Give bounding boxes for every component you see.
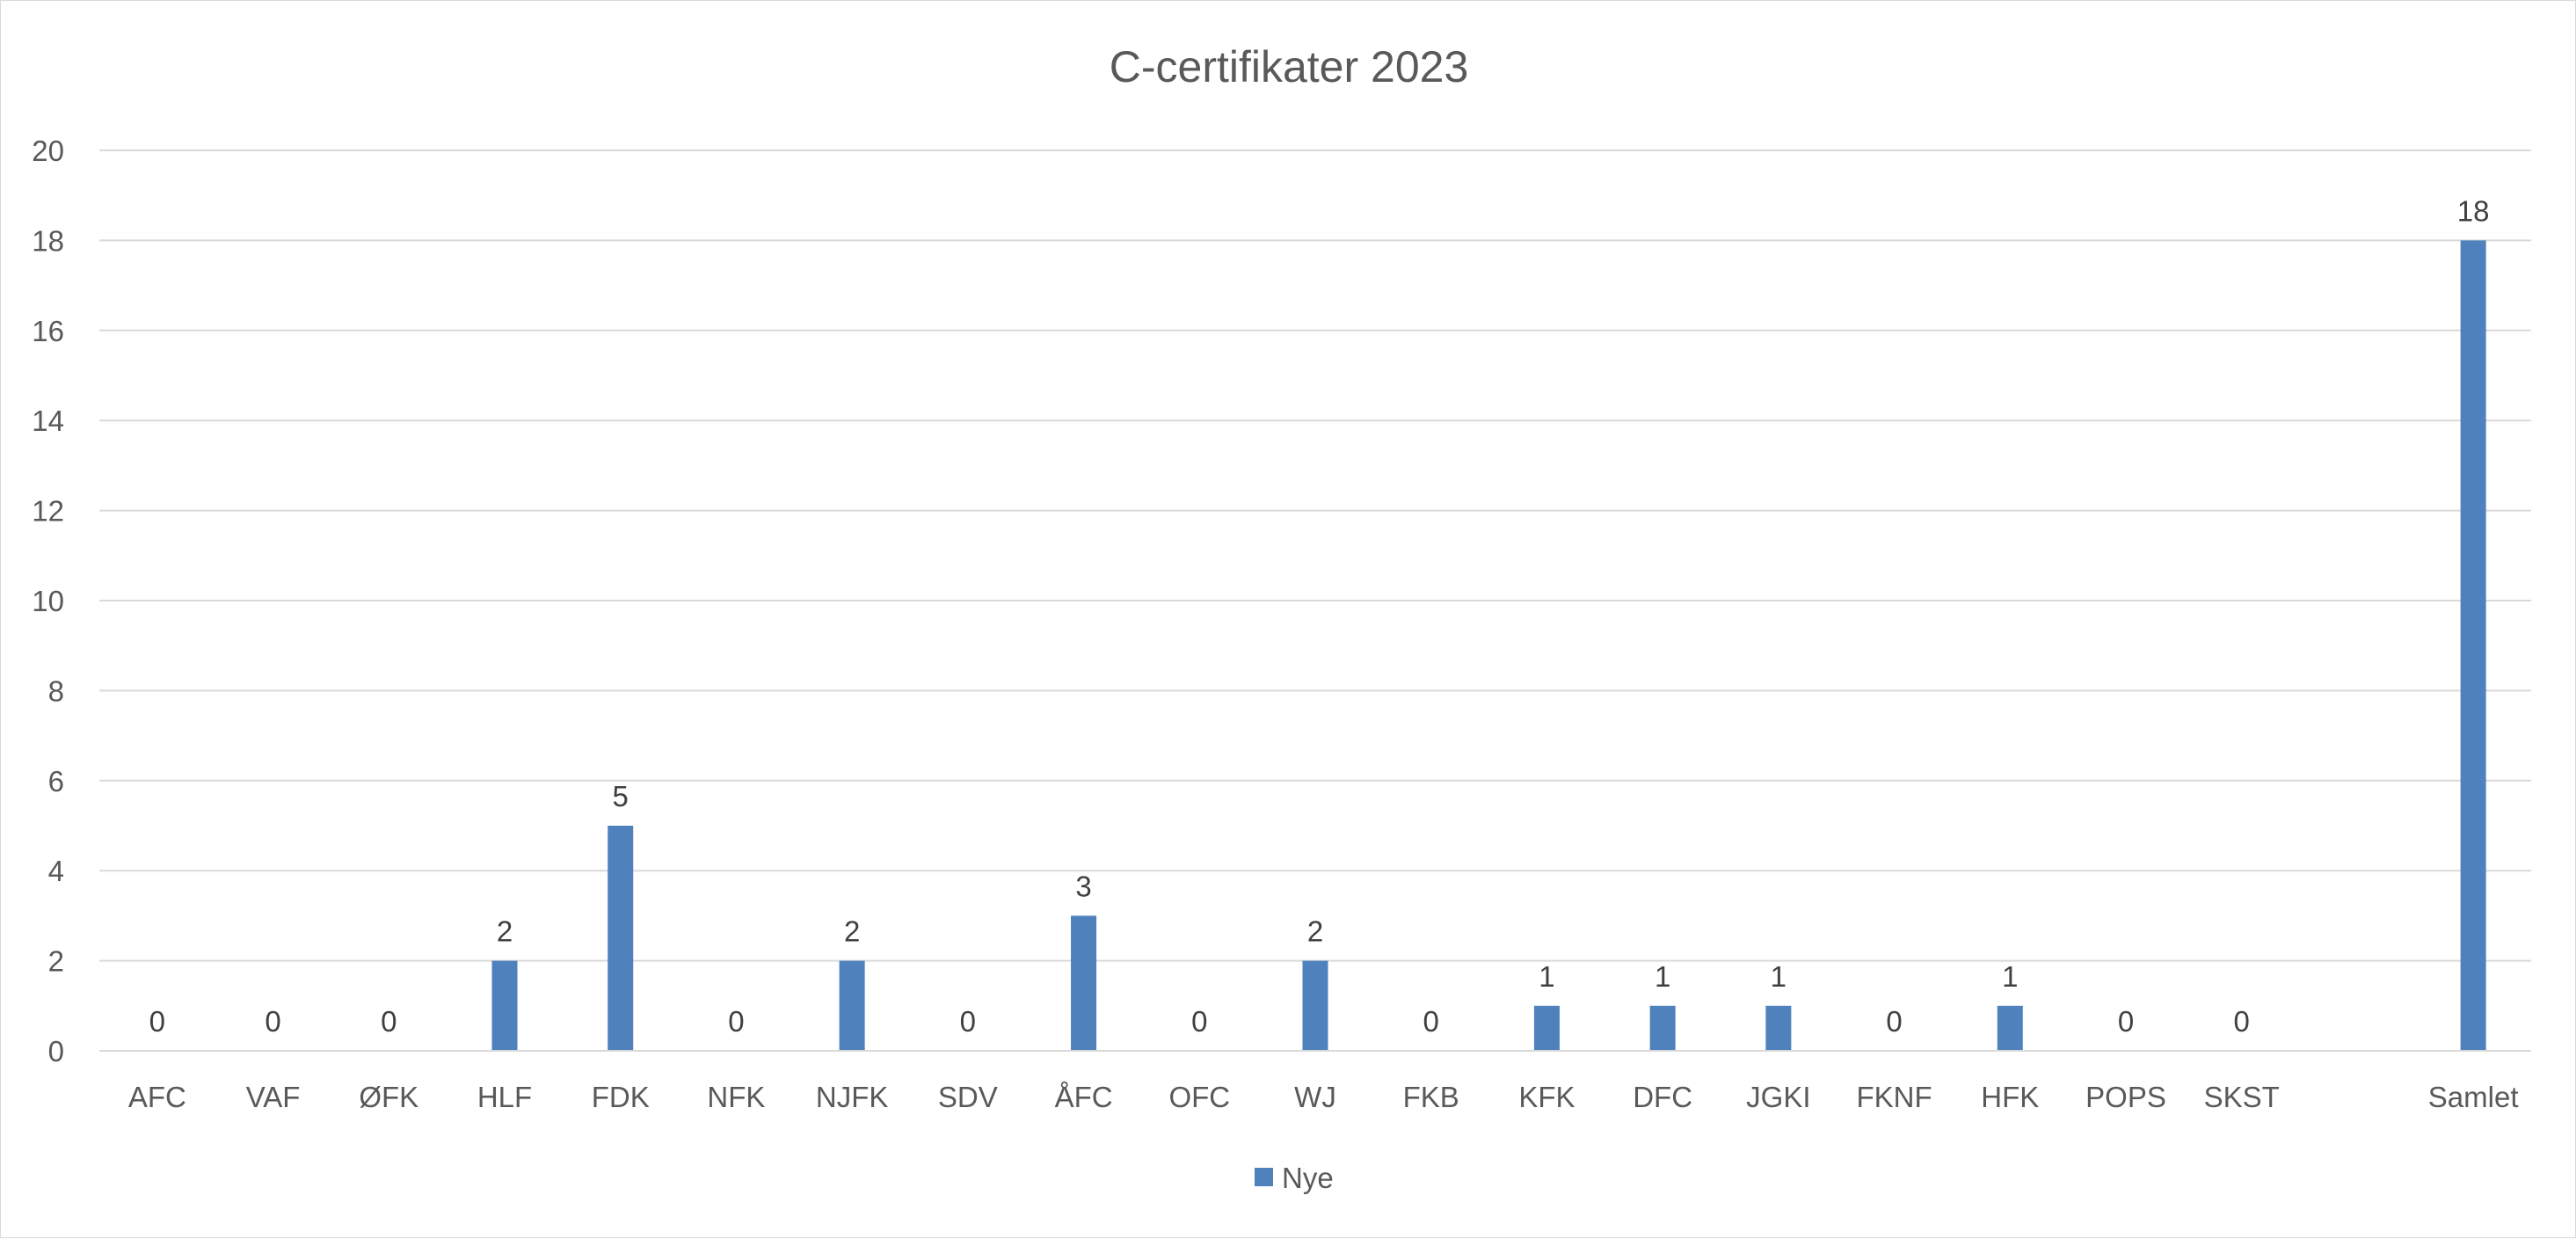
legend-swatch-nye [1255,1168,1273,1186]
x-tick-label: SDV [938,1081,998,1113]
x-tick-label: FKNF [1856,1081,1932,1113]
data-label: 1 [1655,960,1670,993]
y-tick-label: 10 [32,585,64,617]
x-tick-label: POPS [2085,1081,2166,1113]
y-tick-label: 18 [32,224,64,257]
x-tick-label: FKB [1403,1081,1459,1113]
data-label: 2 [844,915,860,948]
x-tick-label: OFC [1168,1081,1230,1113]
bar [1997,1005,2023,1051]
data-label: 0 [1886,1005,1902,1038]
y-tick-label: 2 [48,945,64,978]
bars [491,240,2486,1051]
chart-title: C-certifikater 2023 [1110,42,1469,91]
x-tick-label: HFK [1981,1081,2039,1113]
x-tick-label: DFC [1633,1081,1692,1113]
x-tick-label: FDK [592,1081,650,1113]
y-tick-label: 6 [48,765,64,798]
data-label: 3 [1075,870,1091,902]
y-tick-label: 0 [48,1035,64,1068]
x-tick-label: HLF [477,1081,532,1113]
x-tick-label: Samlet [2428,1081,2519,1113]
data-label: 0 [381,1005,397,1038]
legend-label-nye: Nye [1282,1162,1334,1194]
data-label: 2 [1307,915,1323,948]
data-label: 0 [2118,1005,2134,1038]
data-label: 1 [1539,960,1554,993]
y-tick-label: 8 [48,674,64,707]
y-tick-label: 4 [48,855,64,887]
data-label: 2 [497,915,513,948]
x-tick-label: SKST [2204,1081,2280,1113]
x-tick-label: JGKI [1746,1081,1810,1113]
data-label: 0 [149,1005,165,1038]
x-tick-label: ÅFC [1055,1081,1113,1113]
x-tick-label: VAF [246,1081,301,1113]
bar [491,960,518,1051]
bar [1649,1005,1676,1051]
data-label: 0 [1191,1005,1207,1038]
y-axis-ticks: 0 2 4 6 8 10 12 14 16 18 20 [32,135,64,1068]
x-tick-label: KFK [1518,1081,1575,1113]
gridlines [99,149,2531,962]
bar [1765,1005,1792,1051]
data-labels: 0 0 0 2 5 0 2 0 3 0 2 0 1 1 1 0 1 0 0 18 [149,194,2490,1038]
bar [608,826,634,1051]
data-label: 18 [2457,194,2490,227]
x-tick-label: WJ [1294,1081,1336,1113]
y-tick-label: 14 [32,404,64,437]
legend: Nye [1255,1162,1334,1194]
bar [1071,915,1097,1051]
data-label: 0 [2234,1005,2250,1038]
x-tick-label: AFC [128,1081,186,1113]
y-tick-label: 20 [32,135,64,167]
data-label: 1 [1771,960,1786,993]
bar [2460,240,2486,1051]
data-label: 0 [1423,1005,1439,1038]
x-tick-label: NFK [707,1081,765,1113]
x-tick-label: ØFK [359,1081,418,1113]
data-label: 0 [960,1005,976,1038]
data-label: 1 [2002,960,2018,993]
x-axis-ticks: AFC VAF ØFK HLF FDK NFK NJFK SDV ÅFC OFC WJ FKB KFK D… [128,1081,2519,1113]
data-label: 0 [265,1005,280,1038]
bar [1533,1005,1560,1051]
x-tick-label: NJFK [816,1081,889,1113]
bar [839,960,865,1051]
y-tick-label: 16 [32,315,64,347]
data-label: 5 [613,780,629,813]
data-label: 0 [728,1005,744,1038]
bar [1302,960,1328,1051]
y-tick-label: 12 [32,495,64,528]
